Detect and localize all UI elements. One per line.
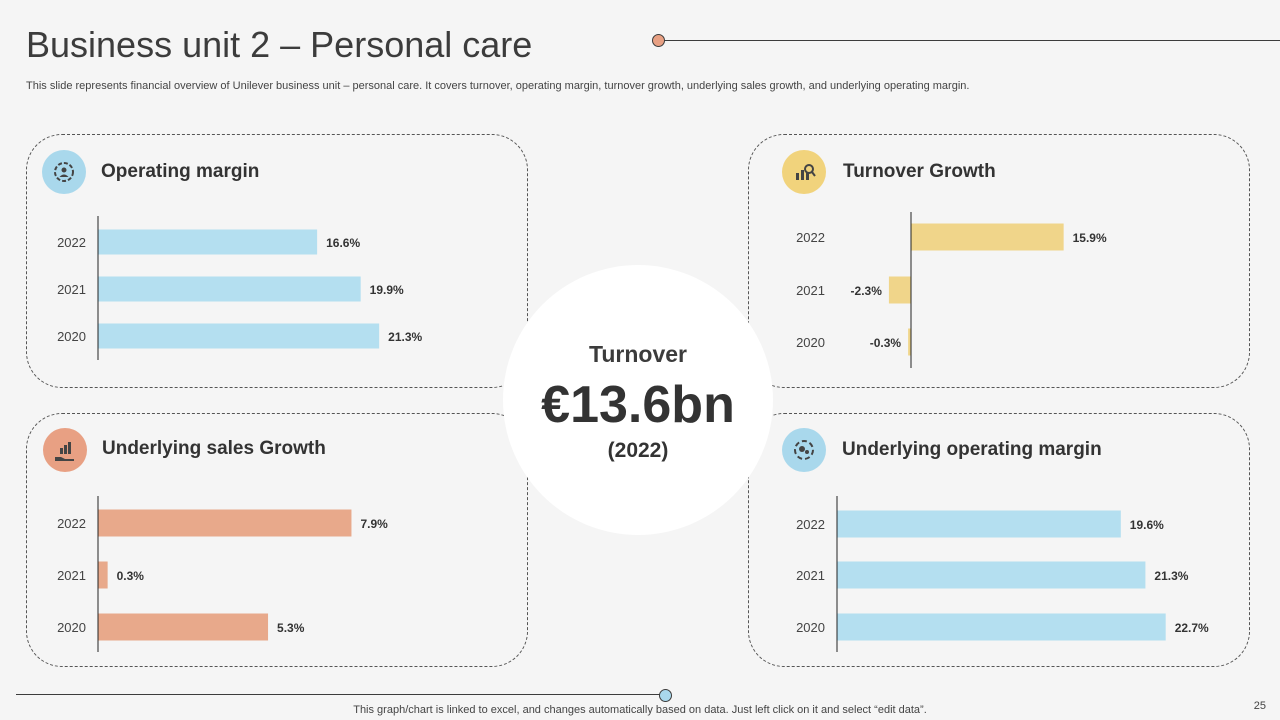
bar-2021[interactable] xyxy=(98,276,361,302)
value-label-2020: 22.7% xyxy=(1175,621,1209,635)
category-label-2021: 2021 xyxy=(57,568,86,583)
bar-2021[interactable] xyxy=(98,561,108,589)
underlying-op-margin-card xyxy=(748,413,1250,667)
value-label-2022: 15.9% xyxy=(1073,231,1107,245)
page-number: 25 xyxy=(1253,700,1266,712)
page-title: Business unit 2 – Personal care xyxy=(26,24,533,65)
bar-2022[interactable] xyxy=(837,510,1121,538)
value-label-2022: 16.6% xyxy=(326,236,360,250)
operating-margin-card xyxy=(26,134,528,388)
value-label-2021: 19.9% xyxy=(370,283,404,297)
footer-divider-line xyxy=(16,694,664,695)
turnover-growth-title: Turnover Growth xyxy=(843,161,996,182)
sales-growth-chart[interactable]: 2022 7.9% 2021 0.3% 2020 5.3% xyxy=(40,496,480,657)
category-label-2022: 2022 xyxy=(57,235,86,250)
category-label-2020: 2020 xyxy=(57,620,86,635)
category-label-2020: 2020 xyxy=(57,329,86,344)
category-label-2020: 2020 xyxy=(796,620,825,635)
operating-margin-chart[interactable]: 2022 16.6% 2021 19.9% 2020 21.3% xyxy=(40,216,480,365)
chart-magnifier-icon xyxy=(782,150,826,194)
turnover-circle: Turnover €13.6bn (2022) xyxy=(503,265,773,535)
category-label-2022: 2022 xyxy=(57,516,86,531)
bar-2020[interactable] xyxy=(908,328,911,356)
underlying-op-margin-chart[interactable]: 2022 19.6% 2021 21.3% 2020 22.7% xyxy=(760,496,1230,657)
bar-2021[interactable] xyxy=(837,561,1146,589)
footer-accent-dot xyxy=(659,689,672,702)
category-label-2021: 2021 xyxy=(57,282,86,297)
bar-2022[interactable] xyxy=(98,229,318,255)
turnover-label: Turnover xyxy=(589,341,687,367)
sales-growth-title: Underlying sales Growth xyxy=(102,438,326,459)
value-label-2021: 0.3% xyxy=(117,569,145,583)
footer-note: This graph/chart is linked to excel, and… xyxy=(353,704,927,716)
category-label-2021: 2021 xyxy=(796,568,825,583)
sales-growth-card xyxy=(26,413,528,667)
category-label-2021: 2021 xyxy=(796,283,825,298)
title-divider-line xyxy=(664,40,1280,41)
gears-cycle-icon xyxy=(782,428,826,472)
turnover-year: (2022) xyxy=(607,439,669,462)
hand-chart-icon xyxy=(43,428,87,472)
turnover-value: €13.6bn xyxy=(541,376,735,434)
underlying-op-margin-title: Underlying operating margin xyxy=(842,439,1102,460)
page-subtitle: This slide represents financial overview… xyxy=(26,80,970,92)
turnover-growth-chart[interactable]: 2022 15.9% 2021 -2.3% 2020 -0.3% xyxy=(760,212,1230,373)
bar-2020[interactable] xyxy=(98,323,380,349)
value-label-2020: -0.3% xyxy=(870,336,902,350)
category-label-2020: 2020 xyxy=(796,335,825,350)
value-label-2020: 21.3% xyxy=(388,330,422,344)
gear-people-icon xyxy=(42,150,86,194)
value-label-2021: -2.3% xyxy=(851,284,883,298)
category-label-2022: 2022 xyxy=(796,517,825,532)
bar-2021[interactable] xyxy=(888,276,911,304)
value-label-2022: 19.6% xyxy=(1130,518,1164,532)
value-label-2022: 7.9% xyxy=(360,517,388,531)
bar-2022[interactable] xyxy=(911,223,1064,251)
bar-2022[interactable] xyxy=(98,509,352,537)
bar-2020[interactable] xyxy=(837,613,1166,641)
operating-margin-title: Operating margin xyxy=(101,161,260,182)
turnover-growth-card xyxy=(748,134,1250,388)
value-label-2021: 21.3% xyxy=(1154,569,1188,583)
category-label-2022: 2022 xyxy=(796,230,825,245)
bar-2020[interactable] xyxy=(98,613,269,641)
value-label-2020: 5.3% xyxy=(277,621,305,635)
